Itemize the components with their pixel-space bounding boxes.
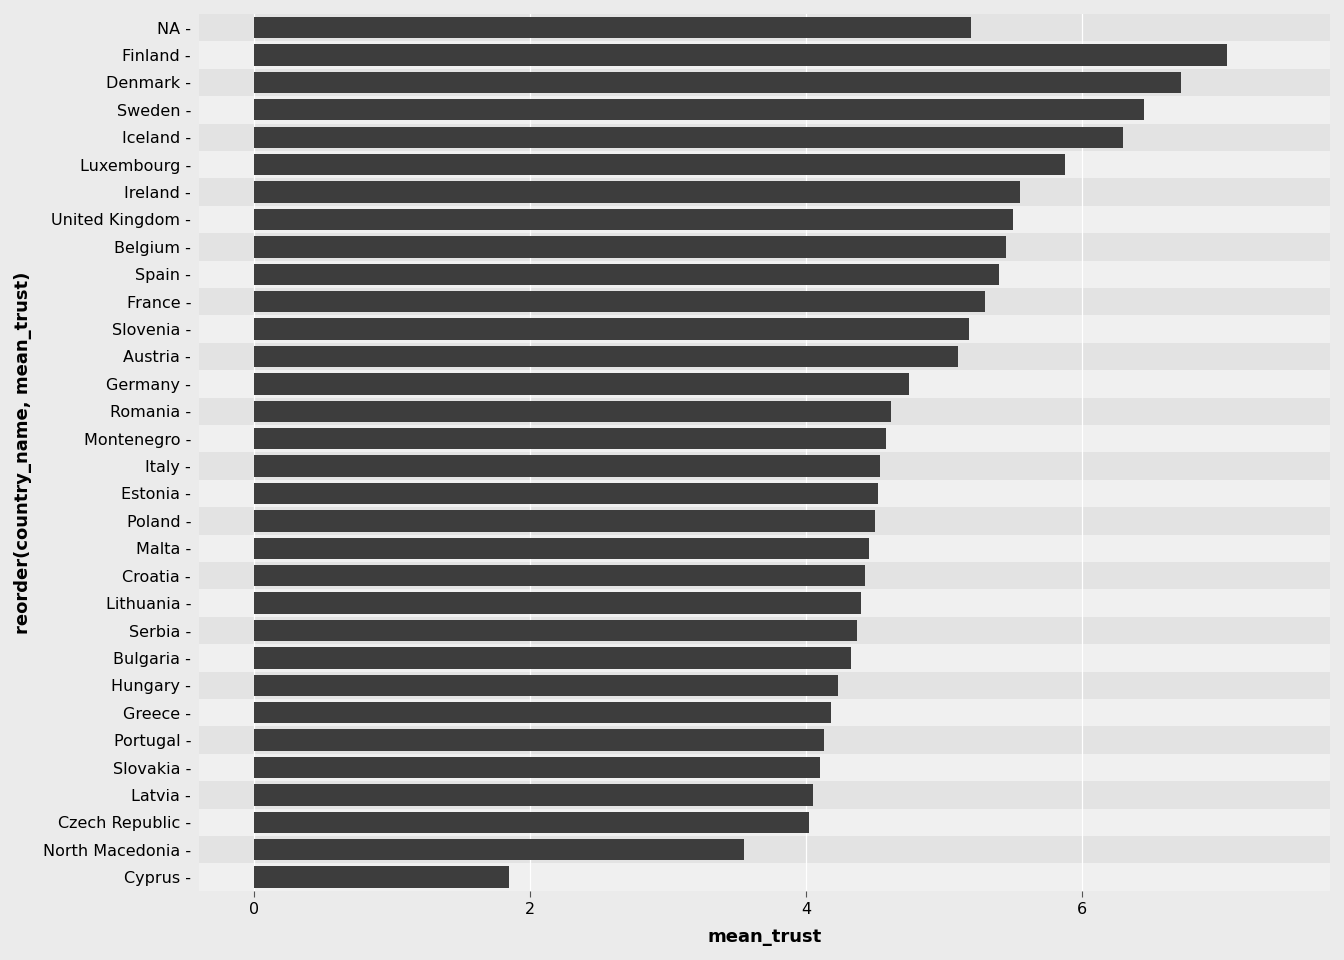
Bar xyxy=(199,69,1331,96)
Bar xyxy=(254,373,910,395)
Bar xyxy=(199,288,1331,315)
Bar xyxy=(254,647,851,668)
Bar xyxy=(254,428,886,449)
Bar xyxy=(199,617,1331,644)
Bar xyxy=(254,181,1020,203)
Bar xyxy=(254,675,837,696)
Bar xyxy=(199,836,1331,863)
Bar xyxy=(199,41,1331,69)
Bar xyxy=(199,260,1331,288)
Bar xyxy=(254,455,880,477)
Bar xyxy=(254,730,824,751)
Bar xyxy=(254,319,969,340)
Bar xyxy=(254,72,1181,93)
Bar xyxy=(199,672,1331,699)
Bar xyxy=(254,154,1066,176)
Y-axis label: reorder(country_name, mean_trust): reorder(country_name, mean_trust) xyxy=(13,272,32,634)
Bar xyxy=(199,562,1331,589)
Bar xyxy=(254,264,999,285)
Bar xyxy=(254,44,1227,65)
Bar xyxy=(199,699,1331,727)
Bar xyxy=(199,343,1331,371)
Bar xyxy=(254,291,985,312)
Bar xyxy=(199,589,1331,617)
Bar xyxy=(254,483,878,504)
Bar xyxy=(254,756,820,779)
Bar xyxy=(199,727,1331,754)
Bar xyxy=(199,397,1331,425)
Bar xyxy=(199,205,1331,233)
X-axis label: mean_trust: mean_trust xyxy=(707,928,821,947)
Bar xyxy=(199,151,1331,179)
Bar xyxy=(199,452,1331,480)
Bar xyxy=(254,346,957,367)
Bar xyxy=(199,781,1331,808)
Bar xyxy=(254,839,743,860)
Bar xyxy=(199,863,1331,891)
Bar xyxy=(199,644,1331,672)
Bar xyxy=(254,400,891,422)
Bar xyxy=(254,867,509,888)
Bar xyxy=(199,480,1331,507)
Bar xyxy=(199,124,1331,151)
Bar xyxy=(199,13,1331,41)
Bar xyxy=(199,535,1331,562)
Bar xyxy=(199,179,1331,205)
Bar xyxy=(199,754,1331,781)
Bar xyxy=(254,702,831,724)
Bar xyxy=(254,236,1005,257)
Bar xyxy=(254,127,1124,148)
Bar xyxy=(254,812,809,833)
Bar xyxy=(254,592,862,613)
Bar xyxy=(254,784,813,805)
Bar xyxy=(199,808,1331,836)
Bar xyxy=(254,620,857,641)
Bar xyxy=(254,510,875,532)
Bar xyxy=(254,538,870,559)
Bar xyxy=(199,315,1331,343)
Bar xyxy=(254,565,866,587)
Bar xyxy=(254,208,1013,230)
Bar xyxy=(199,96,1331,124)
Bar xyxy=(199,371,1331,397)
Bar xyxy=(254,17,972,38)
Bar xyxy=(199,233,1331,260)
Bar xyxy=(199,507,1331,535)
Bar xyxy=(254,99,1144,121)
Bar xyxy=(199,425,1331,452)
